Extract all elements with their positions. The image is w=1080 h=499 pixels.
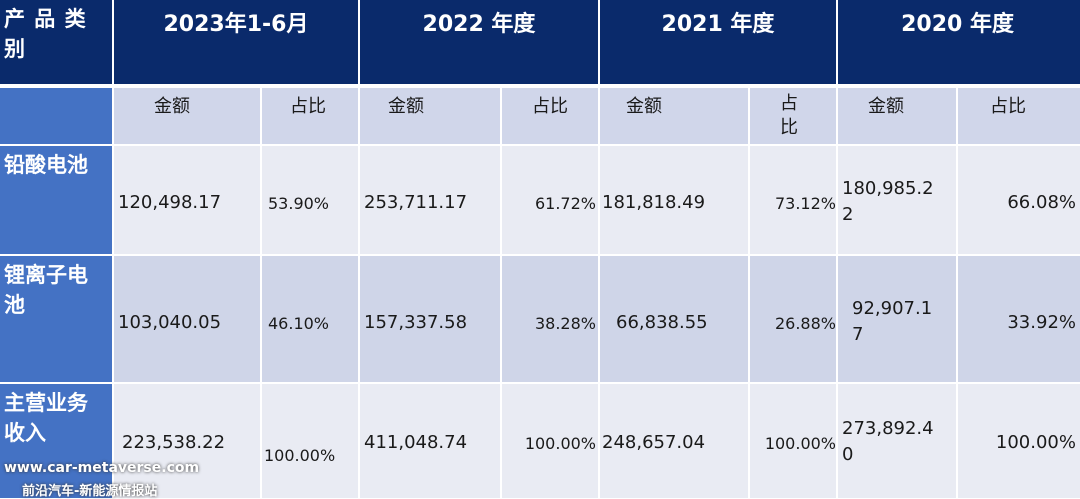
- period-header-2020: 2020 年度: [838, 0, 1080, 84]
- cell-r2-ratio-2020: 33.92%: [958, 256, 1080, 382]
- period-header-2021: 2021 年度: [600, 0, 836, 84]
- cell-r2-amount-2020: 92,907.1 7: [838, 256, 956, 382]
- cell-r3-ratio-2021: 100.00%: [750, 384, 836, 498]
- cell-r1-ratio-2021: 73.12%: [750, 146, 836, 254]
- cell-r2-ratio-2021: 26.88%: [750, 256, 836, 382]
- cell-r3-amount-2023h1: 223,538.22: [114, 384, 260, 498]
- period-header-2023h1: 2023年1-6月: [114, 0, 358, 84]
- period-header-2022: 2022 年度: [360, 0, 598, 84]
- subheader-ratio-2021: 占 比: [750, 88, 836, 144]
- cell-r1-ratio-2023h1: 53.90%: [262, 146, 358, 254]
- subheader-ratio-2022: 占比: [502, 88, 598, 144]
- cell-r1-amount-2020: 180,985.2 2: [838, 146, 956, 254]
- cell-r1-amount-2021: 181,818.49: [600, 146, 748, 254]
- subheader-ratio-2023h1: 占比: [262, 88, 358, 144]
- category-header: 产 品 类 别: [0, 0, 112, 84]
- subheader-amount-2021: 金额: [600, 88, 748, 144]
- cell-r2-amount-2023h1: 103,040.05: [114, 256, 260, 382]
- subheader-amount-2020: 金额: [838, 88, 956, 144]
- cell-r2-amount-2022: 157,337.58: [360, 256, 500, 382]
- cell-r1-ratio-2020: 66.08%: [958, 146, 1080, 254]
- cell-r1-ratio-2022: 61.72%: [502, 146, 598, 254]
- cell-r3-amount-2020: 273,892.4 0: [838, 384, 956, 498]
- watermark-url: www.car-metaverse.com: [4, 460, 200, 476]
- subheader-amount-2023h1: 金额: [114, 88, 260, 144]
- cell-r2-ratio-2022: 38.28%: [502, 256, 598, 382]
- cell-r3-ratio-2022: 100.00%: [502, 384, 598, 498]
- subheader-ratio-2020: 占比: [958, 88, 1080, 144]
- cell-r3-ratio-2023h1: 100.00%: [262, 384, 358, 498]
- subheader-side-blank: [0, 88, 112, 144]
- cell-r2-amount-2021: 66,838.55: [600, 256, 748, 382]
- cell-r1-amount-2022: 253,711.17: [360, 146, 500, 254]
- watermark-name: 前沿汽车-新能源情报站: [22, 484, 158, 499]
- subheader-amount-2022: 金额: [360, 88, 500, 144]
- cell-r3-amount-2022: 411,048.74: [360, 384, 500, 498]
- cell-r1-amount-2023h1: 120,498.17: [114, 146, 260, 254]
- cell-r3-ratio-2020: 100.00%: [958, 384, 1080, 498]
- cell-r2-ratio-2023h1: 46.10%: [262, 256, 358, 382]
- cell-r3-amount-2021: 248,657.04: [600, 384, 748, 498]
- row-label-lithium-ion: 锂离子电池: [0, 256, 112, 382]
- row-label-lead-acid: 铅酸电池: [0, 146, 112, 254]
- row-label-main-business-revenue: 主营业务收入: [0, 384, 112, 498]
